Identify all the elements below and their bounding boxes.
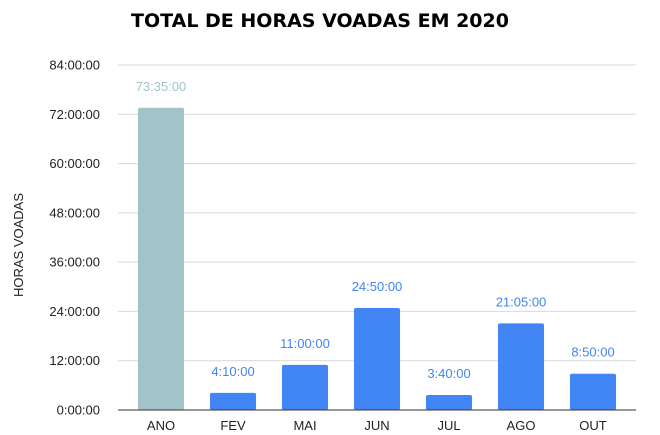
y-tick-label: 0:00:00 bbox=[57, 403, 100, 418]
bars bbox=[137, 107, 617, 411]
data-label-ago: 21:05:00 bbox=[496, 294, 547, 309]
bar-jul bbox=[425, 394, 473, 410]
data-label-jul: 3:40:00 bbox=[427, 366, 470, 381]
bar-jun bbox=[353, 308, 401, 410]
y-tick-label: 60:00:00 bbox=[49, 156, 100, 171]
x-tick-label: JUN bbox=[364, 418, 389, 433]
x-tick-label: JUL bbox=[437, 418, 460, 433]
data-labels: 73:35:00 4:10:00 11:00:00 24:50:00 3:40:00 21… bbox=[136, 79, 615, 381]
y-tick-label: 36:00:00 bbox=[49, 255, 100, 270]
y-tick-label: 84:00:00 bbox=[49, 58, 100, 73]
x-tick-label: MAI bbox=[293, 418, 316, 433]
y-tick-label: 72:00:00 bbox=[49, 107, 100, 122]
x-tick-label: FEV bbox=[220, 418, 246, 433]
bar-out bbox=[569, 373, 617, 410]
y-axis-title: HORAS VOADAS bbox=[11, 193, 26, 297]
data-label-jun: 24:50:00 bbox=[352, 279, 403, 294]
chart-title: TOTAL DE HORAS VOADAS EM 2020 bbox=[131, 10, 509, 32]
x-tick-label: OUT bbox=[579, 418, 607, 433]
bar-fev bbox=[209, 392, 257, 410]
data-label-ano: 73:35:00 bbox=[136, 79, 187, 94]
x-tick-label: ANO bbox=[147, 418, 175, 433]
bar-mai bbox=[281, 364, 329, 410]
x-axis-ticks: ANO FEV MAI JUN JUL AGO OUT bbox=[147, 418, 607, 433]
y-tick-label: 24:00:00 bbox=[49, 304, 100, 319]
gridlines bbox=[118, 64, 636, 362]
bar-ano bbox=[137, 107, 185, 411]
data-label-fev: 4:10:00 bbox=[211, 364, 254, 379]
data-label-mai: 11:00:00 bbox=[280, 336, 330, 351]
x-tick-label: AGO bbox=[507, 418, 536, 433]
data-label-out: 8:50:00 bbox=[571, 345, 614, 360]
y-tick-label: 48:00:00 bbox=[49, 205, 100, 220]
bar-ago bbox=[497, 323, 545, 410]
y-tick-label: 12:00:00 bbox=[49, 353, 100, 368]
y-axis-ticks: 0:00:00 12:00:00 24:00:00 36:00:00 48:00:00 6… bbox=[49, 58, 100, 418]
